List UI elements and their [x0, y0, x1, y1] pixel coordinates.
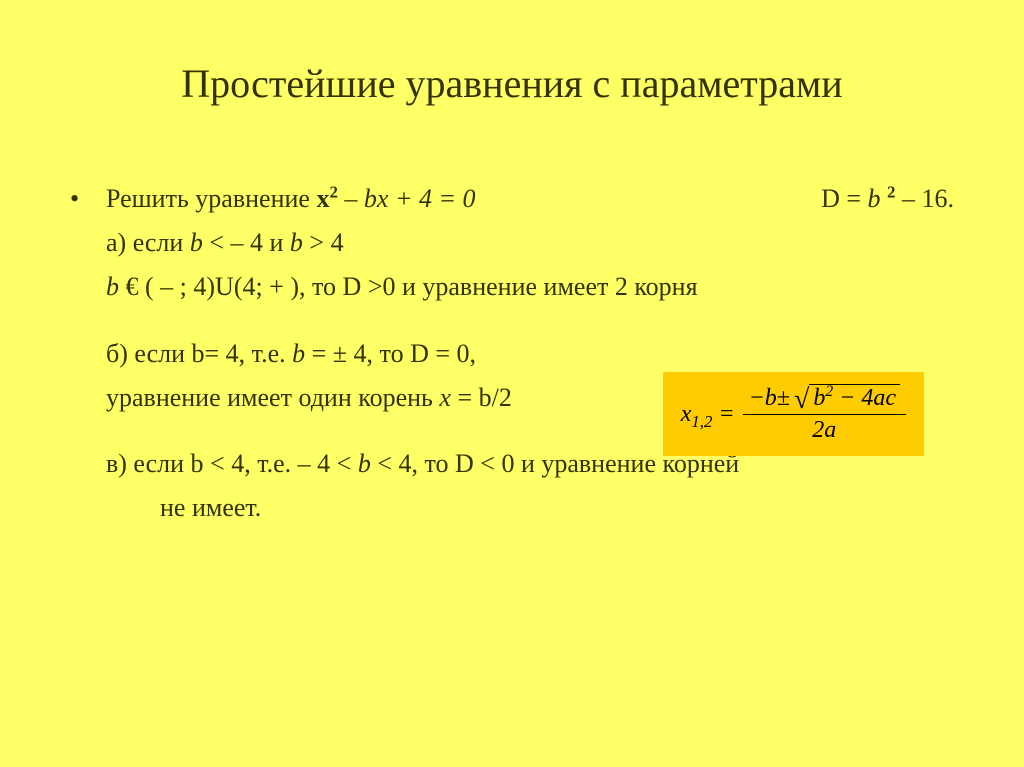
equation-rest: – bх + 4 = 0 — [338, 184, 476, 213]
discriminant: D = b 2 – 16. — [821, 177, 954, 221]
formula-denominator: 2a — [743, 414, 906, 444]
equation-x: х2 — [316, 184, 337, 213]
case-b-line1: б) если b= 4, т.е. b = ± 4, то D = 0, — [106, 332, 954, 376]
sqrt-icon: √ b2 − 4ac — [794, 384, 900, 412]
text: Решить уравнение — [106, 184, 316, 213]
formula-fraction: −b ± √ b2 − 4ac 2a — [743, 384, 906, 444]
problem-statement: Решить уравнение х2 – bх + 4 = 0 — [106, 177, 476, 221]
case-c-line2: не имеет. — [160, 486, 954, 530]
formula-lhs: x1,2 = — [681, 401, 735, 428]
formula-numerator: −b ± √ b2 − 4ac — [743, 384, 906, 414]
slide-content: • Решить уравнение х2 – bх + 4 = 0 D = b… — [70, 177, 954, 530]
bullet-line-1: • Решить уравнение х2 – bх + 4 = 0 D = b… — [70, 177, 954, 221]
page-title: Простейшие уравнения с параметрами — [70, 60, 954, 107]
case-a-line2: b € ( – ; 4)U(4; + ), то D >0 и уравнени… — [106, 265, 954, 309]
bullet-marker: • — [70, 177, 106, 221]
case-a-line1: а) если b < – 4 и b > 4 — [106, 221, 954, 265]
quadratic-formula: x1,2 = −b ± √ b2 − 4ac 2a — [663, 372, 924, 456]
